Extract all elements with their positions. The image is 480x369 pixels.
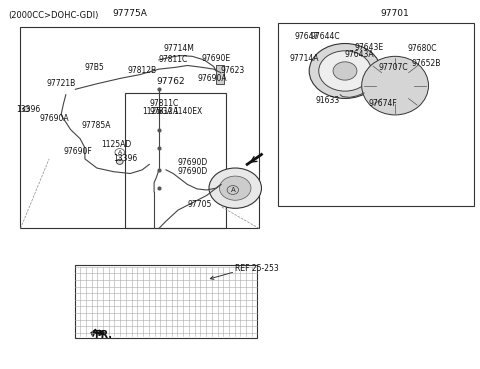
Text: REF 25-253: REF 25-253 xyxy=(235,264,279,273)
Text: A: A xyxy=(118,150,122,155)
Text: 91633: 91633 xyxy=(315,96,340,105)
Text: 97690D: 97690D xyxy=(178,158,208,167)
Circle shape xyxy=(23,107,30,111)
Text: 97714A: 97714A xyxy=(289,54,319,63)
Text: 97680C: 97680C xyxy=(407,45,436,54)
Bar xyxy=(75,265,257,338)
Text: 97714M: 97714M xyxy=(164,45,194,54)
Text: 97644C: 97644C xyxy=(311,32,340,41)
Bar xyxy=(125,93,226,228)
Text: 97707C: 97707C xyxy=(378,63,408,72)
Text: 97690F: 97690F xyxy=(63,147,92,156)
Text: 97701: 97701 xyxy=(381,9,409,18)
Text: 97647: 97647 xyxy=(295,32,319,41)
Bar xyxy=(278,23,474,207)
Text: 97623: 97623 xyxy=(221,66,245,76)
Circle shape xyxy=(219,176,251,200)
Bar xyxy=(216,65,224,84)
Text: 97812B: 97812B xyxy=(128,66,157,76)
Circle shape xyxy=(333,62,357,80)
Text: 97B5: 97B5 xyxy=(85,63,105,72)
Text: 13396: 13396 xyxy=(16,105,40,114)
Polygon shape xyxy=(91,329,96,337)
Ellipse shape xyxy=(362,56,429,115)
Circle shape xyxy=(116,159,123,164)
Text: 97643E: 97643E xyxy=(355,43,384,52)
Text: 97705: 97705 xyxy=(188,200,212,209)
Circle shape xyxy=(319,51,371,91)
Text: FR.: FR. xyxy=(95,330,112,339)
Text: 1125AD: 1125AD xyxy=(102,140,132,149)
Text: 1140EX: 1140EX xyxy=(173,107,203,116)
Text: 97690A: 97690A xyxy=(197,74,227,83)
Text: 97811C: 97811C xyxy=(149,99,179,108)
Text: 97785A: 97785A xyxy=(82,121,111,130)
Text: 97690A: 97690A xyxy=(39,114,69,123)
Text: 1125GA: 1125GA xyxy=(142,107,172,116)
Text: 97690D: 97690D xyxy=(178,167,208,176)
Text: 97643A: 97643A xyxy=(345,50,374,59)
Circle shape xyxy=(209,168,262,208)
Text: A: A xyxy=(230,187,235,193)
Text: (2000CC>DOHC-GDI): (2000CC>DOHC-GDI) xyxy=(9,11,99,20)
Text: 97690E: 97690E xyxy=(202,54,231,63)
Text: 97721B: 97721B xyxy=(47,79,76,88)
Text: 97652B: 97652B xyxy=(412,59,441,68)
Text: 97812A: 97812A xyxy=(149,107,179,116)
Text: 97674F: 97674F xyxy=(369,99,397,108)
Bar xyxy=(21,27,259,228)
Text: 13396: 13396 xyxy=(114,154,138,163)
Text: 97811C: 97811C xyxy=(159,55,188,65)
Circle shape xyxy=(309,44,381,99)
Text: 97775A: 97775A xyxy=(113,9,148,18)
Text: 97762: 97762 xyxy=(156,77,185,86)
